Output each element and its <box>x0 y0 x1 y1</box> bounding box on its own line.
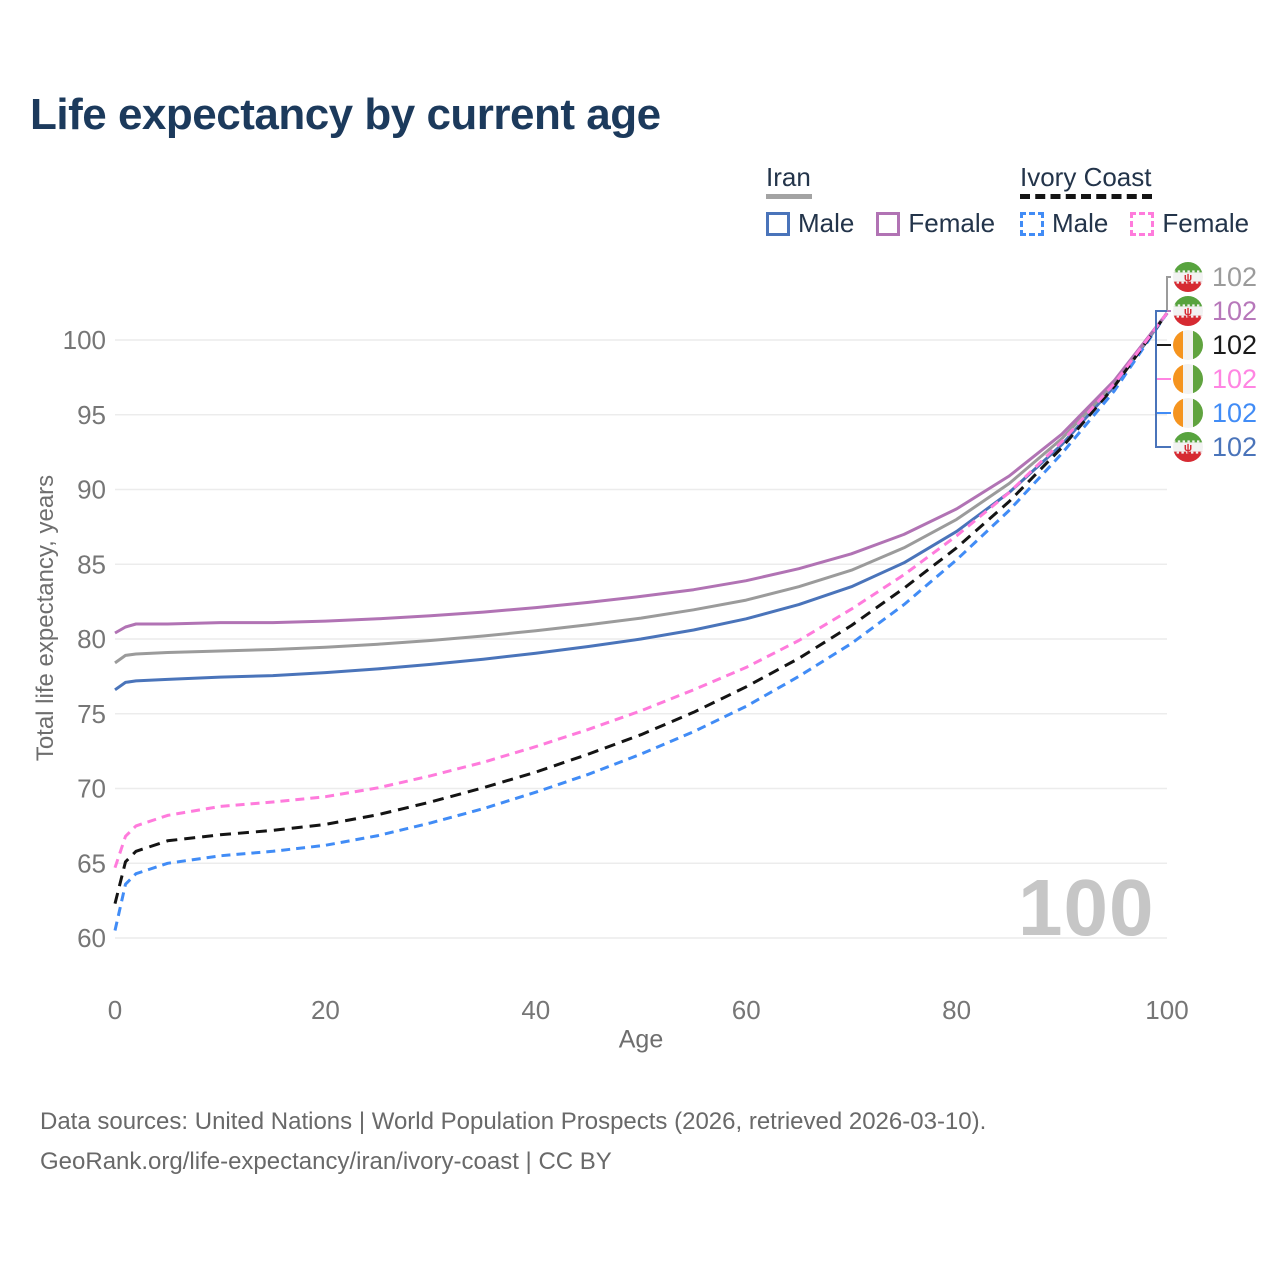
x-axis-title: Age <box>618 1025 664 1054</box>
age-watermark: 100 <box>1018 863 1155 952</box>
iran-flag-icon: ψ <box>1173 432 1203 462</box>
end-label-ivory-coast-average: 102 <box>1173 329 1257 361</box>
series-line-iran-average <box>114 312 1169 665</box>
legend-header-ivory-coast[interactable]: Ivory Coast <box>1020 162 1152 192</box>
y-tick-70: 70 <box>77 774 106 804</box>
end-value-iran-male: 102 <box>1212 431 1258 462</box>
y-tick-80: 80 <box>77 624 106 654</box>
ivory-coast-line-style-swatch <box>1020 194 1152 199</box>
iran-flag-icon: ψ <box>1173 296 1203 326</box>
x-tick-100: 100 <box>1145 995 1188 1025</box>
svg-text:ψ: ψ <box>1184 272 1192 284</box>
y-tick-60: 60 <box>77 923 106 953</box>
y-tick-75: 75 <box>77 699 106 729</box>
end-value-ivory-coast-male: 102 <box>1212 397 1258 428</box>
x-tick-80: 80 <box>942 995 971 1025</box>
ivory-coast-male-checkbox[interactable] <box>1020 211 1044 236</box>
y-tick-85: 85 <box>77 549 106 579</box>
end-value-iran-female: 102 <box>1212 295 1258 326</box>
footer-data-sources: Data sources: United Nations | World Pop… <box>40 1108 987 1135</box>
series-line-ivory-coast-male <box>113 312 1169 931</box>
series-line-ivory-coast-female <box>113 312 1169 869</box>
end-value-ivory-coast-average: 102 <box>1212 329 1258 360</box>
x-tick-20: 20 <box>311 995 340 1025</box>
ivory-coast-flag-icon <box>1173 330 1203 360</box>
end-label-iran-female: ψ 102 <box>1173 295 1257 327</box>
series-line-ivory-coast-average <box>113 312 1169 904</box>
series-line-iran-male <box>114 312 1169 692</box>
legend-label-iran-male: Male <box>798 208 855 238</box>
iran-female-checkbox[interactable] <box>876 211 901 236</box>
svg-text:ψ: ψ <box>1184 442 1192 454</box>
legend-group-ivory-coast: Ivory Coast Male Female <box>1020 163 1249 239</box>
end-label-iran-male: ψ 102 <box>1173 431 1257 463</box>
legend-label-iran-female: Female <box>908 208 996 238</box>
legend-item-iran-male[interactable]: Male <box>766 208 854 239</box>
y-tick-100: 100 <box>63 325 106 355</box>
legend-item-ivory-coast-female[interactable]: Female <box>1130 208 1249 239</box>
x-tick-40: 40 <box>521 995 550 1025</box>
end-value-ivory-coast-female: 102 <box>1212 363 1258 394</box>
end-value-iran-average: 102 <box>1212 261 1258 292</box>
line-chart: 60 65 70 75 80 85 90 95 100 0 20 40 60 80 100 <box>63 276 1189 1025</box>
x-tick-0: 0 <box>108 995 122 1025</box>
footer: Data sources: United Nations | World Pop… <box>40 1102 986 1182</box>
ivory-coast-female-checkbox[interactable] <box>1130 211 1155 236</box>
iran-flag-icon: ψ <box>1173 262 1203 292</box>
leader-line-iran-average <box>1166 276 1171 311</box>
footer-attribution: GeoRank.org/life-expectancy/iran/ivory-c… <box>40 1148 612 1175</box>
y-tick-65: 65 <box>77 848 106 878</box>
legend-item-iran-female[interactable]: Female <box>876 208 995 239</box>
x-tick-60: 60 <box>732 995 761 1025</box>
legend-label-ivory-coast-female: Female <box>1162 208 1250 238</box>
end-label-iran-average: ψ 102 <box>1173 261 1257 293</box>
end-label-ivory-coast-female: 102 <box>1173 363 1257 395</box>
y-tick-90: 90 <box>77 475 106 505</box>
ivory-coast-flag-icon <box>1173 398 1203 428</box>
legend-group-iran: Iran Male Female <box>766 163 995 239</box>
svg-text:ψ: ψ <box>1184 306 1192 318</box>
legend-item-ivory-coast-male[interactable]: Male <box>1020 208 1108 239</box>
legend-header-iran[interactable]: Iran <box>766 162 811 192</box>
leader-line-iran-male <box>1155 310 1171 448</box>
page-title: Life expectancy by current age <box>30 90 661 139</box>
end-label-ivory-coast-male: 102 <box>1173 397 1257 429</box>
series-line-iran-female <box>114 312 1169 635</box>
legend-label-ivory-coast-male: Male <box>1052 208 1109 238</box>
y-tick-95: 95 <box>77 400 106 430</box>
iran-male-checkbox[interactable] <box>766 211 790 236</box>
ivory-coast-flag-icon <box>1173 364 1203 394</box>
y-axis-title: Total life expectancy, years <box>32 474 59 762</box>
iran-line-style-swatch <box>766 194 812 199</box>
